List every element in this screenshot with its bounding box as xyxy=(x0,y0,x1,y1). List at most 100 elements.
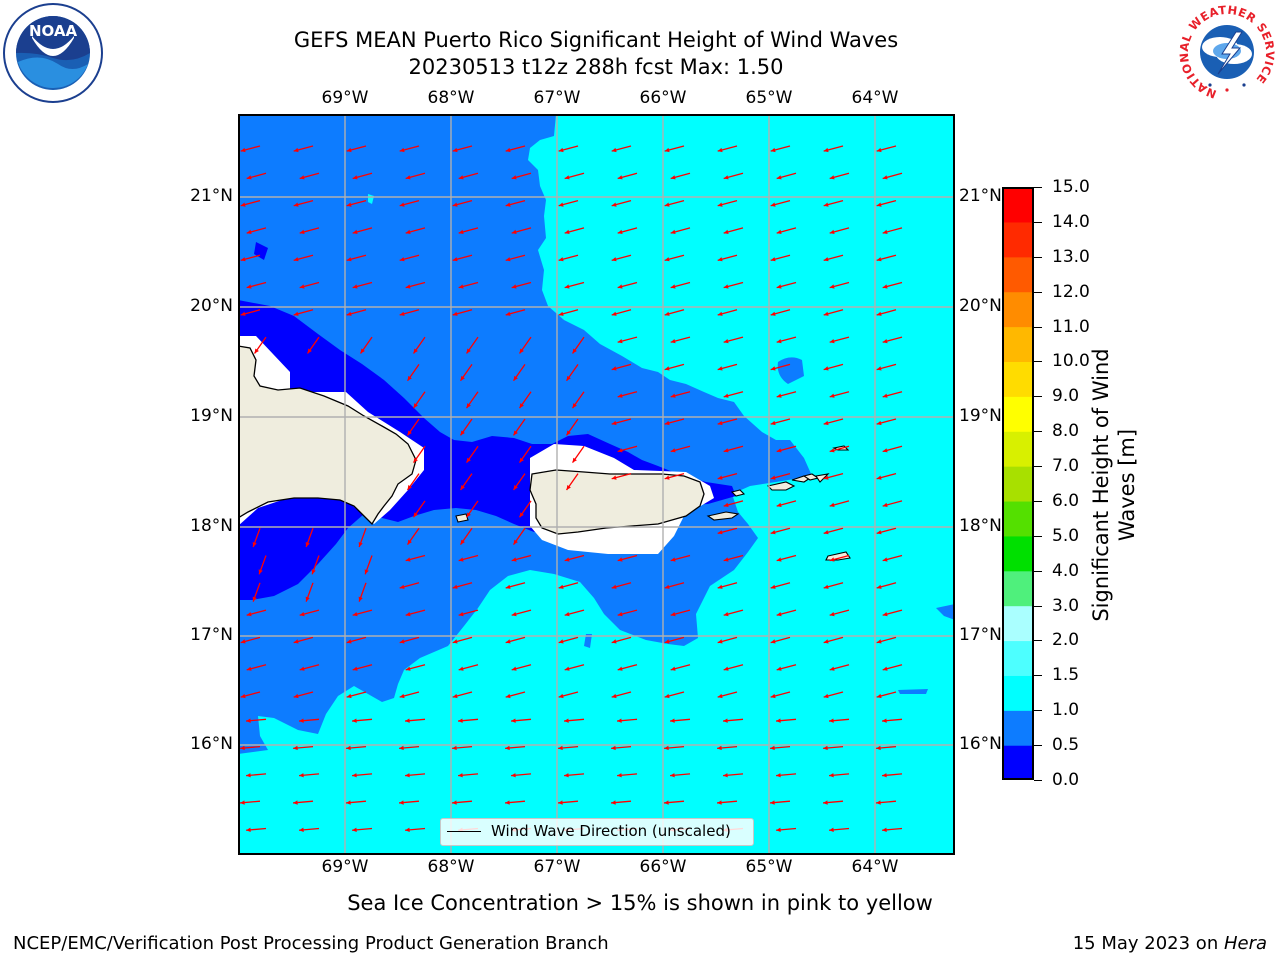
wave-direction-arrow xyxy=(770,582,791,589)
wave-direction-arrow xyxy=(876,636,897,644)
wave-direction-arrow xyxy=(823,472,844,480)
wave-direction-arrow xyxy=(299,718,320,723)
wave-direction-arrow xyxy=(723,172,744,180)
lat-tick-left: 18°N xyxy=(190,516,233,536)
wave-direction-arrow xyxy=(346,309,367,316)
wave-direction-arrow xyxy=(776,718,797,723)
wave-direction-arrow xyxy=(823,691,844,699)
wave-direction-arrow xyxy=(452,199,473,207)
small-islands xyxy=(455,445,851,561)
wave-direction-arrow xyxy=(723,281,744,289)
wave-direction-arrow xyxy=(876,145,897,153)
wave-direction-arrow xyxy=(512,418,526,436)
wave-direction-arrow xyxy=(664,636,685,644)
wave-direction-arrow xyxy=(670,609,691,617)
colorbar-tick-label: 10.0 xyxy=(1052,351,1090,372)
wave-direction-arrow xyxy=(664,199,685,207)
colorbar-tick-mark xyxy=(1034,256,1042,258)
wave-direction-arrow xyxy=(465,391,479,409)
lat-tick-right: 17°N xyxy=(959,625,1002,645)
wave-direction-arrow xyxy=(829,609,850,617)
wave-direction-arrow xyxy=(459,364,473,382)
wave-direction-arrow xyxy=(770,418,791,426)
wave-direction-arrow xyxy=(293,691,314,699)
wave-direction-arrow xyxy=(505,800,526,805)
colorbar-band xyxy=(1002,466,1034,502)
wave-direction-arrow xyxy=(823,800,844,805)
lon-tick-bottom: 68°W xyxy=(427,857,475,877)
wave-direction-arrow xyxy=(512,364,526,382)
wave-direction-arrow xyxy=(246,172,267,180)
colorbar-tick-label: 14.0 xyxy=(1052,211,1090,232)
wave-direction-arrow xyxy=(611,691,632,699)
wave-direction-arrow xyxy=(670,554,691,562)
wave-direction-arrow xyxy=(664,745,685,751)
wave-direction-arrow xyxy=(512,473,526,491)
wave-direction-arrow xyxy=(829,336,850,344)
wave-direction-arrow xyxy=(364,555,373,575)
wave-direction-arrow xyxy=(882,718,903,723)
land-puerto-rico xyxy=(529,469,705,535)
wave-direction-arrow xyxy=(770,636,791,644)
lat-tick-right: 20°N xyxy=(959,296,1002,316)
colorbar-tick-label: 6.0 xyxy=(1052,490,1080,511)
colorbar-tick-label: 15.0 xyxy=(1052,177,1090,197)
colorbar-tick-label: 4.0 xyxy=(1052,560,1080,581)
lat-tick-right: 18°N xyxy=(959,516,1002,536)
wave-direction-arrow xyxy=(776,172,797,180)
wave-direction-arrow xyxy=(452,636,473,644)
wave-direction-arrow xyxy=(770,472,791,480)
colorbar xyxy=(1002,187,1034,781)
wave-direction-arrow xyxy=(458,664,479,671)
wave-direction-arrow xyxy=(664,418,685,426)
colorbar-band xyxy=(1002,640,1034,676)
wave-direction-arrow xyxy=(505,145,526,153)
wave-direction-arrow xyxy=(299,773,320,778)
fill-level-0.5-1.0 xyxy=(777,357,804,384)
issue-date: 15 May 2023 on Hera xyxy=(1073,933,1267,954)
wave-direction-arrow xyxy=(240,309,261,316)
wave-direction-arrow xyxy=(770,527,791,535)
wave-direction-arrow xyxy=(717,472,738,480)
wave-direction-arrow xyxy=(611,472,632,480)
wave-direction-arrow xyxy=(459,473,473,491)
wave-direction-arrow xyxy=(664,472,685,480)
wave-direction-arrow xyxy=(717,145,738,153)
wave-direction-arrow xyxy=(240,254,261,262)
fill-level-0.5-1.0 xyxy=(584,634,592,648)
wave-direction-arrow xyxy=(452,745,473,751)
wave-direction-arrow xyxy=(246,227,267,235)
wave-direction-arrow xyxy=(311,555,320,575)
wave-direction-arrow xyxy=(823,199,844,207)
wave-direction-arrow xyxy=(611,582,632,589)
wave-direction-arrow xyxy=(405,554,426,562)
wave-direction-arrow xyxy=(293,636,314,644)
wave-direction-arrow xyxy=(252,527,261,548)
wave-direction-arrow xyxy=(346,254,367,262)
wave-direction-arrow xyxy=(406,364,420,382)
wave-direction-arrow xyxy=(352,227,373,235)
wave-direction-arrow xyxy=(723,445,744,453)
wave-direction-arrow xyxy=(299,664,320,671)
wave-direction-arrow xyxy=(876,418,897,426)
wave-direction-arrow xyxy=(399,254,420,262)
wave-direction-arrow xyxy=(565,364,579,382)
colorbar-frame xyxy=(1002,187,1034,780)
wave-direction-arrow xyxy=(505,199,526,207)
colorbar-tick-label: 11.0 xyxy=(1052,316,1090,337)
colorbar-label: Significant Height of Wind Waves [m] xyxy=(1088,275,1140,695)
wave-direction-arrow xyxy=(723,609,744,617)
wave-direction-arrow xyxy=(405,773,426,778)
wave-direction-arrow xyxy=(405,609,426,617)
wave-direction-arrow xyxy=(770,363,791,371)
wave-direction-arrow xyxy=(458,773,479,778)
wave-direction-arrow xyxy=(240,145,261,153)
wave-direction-arrow xyxy=(405,172,426,180)
wave-direction-arrow xyxy=(305,582,314,602)
lat-tick-left: 20°N xyxy=(190,296,233,316)
wave-direction-arrow xyxy=(723,773,744,778)
lat-tick-right: 16°N xyxy=(959,734,1002,754)
wave-direction-arrow xyxy=(293,745,314,751)
wave-direction-arrow xyxy=(452,800,473,805)
wave-direction-arrow xyxy=(876,254,897,262)
